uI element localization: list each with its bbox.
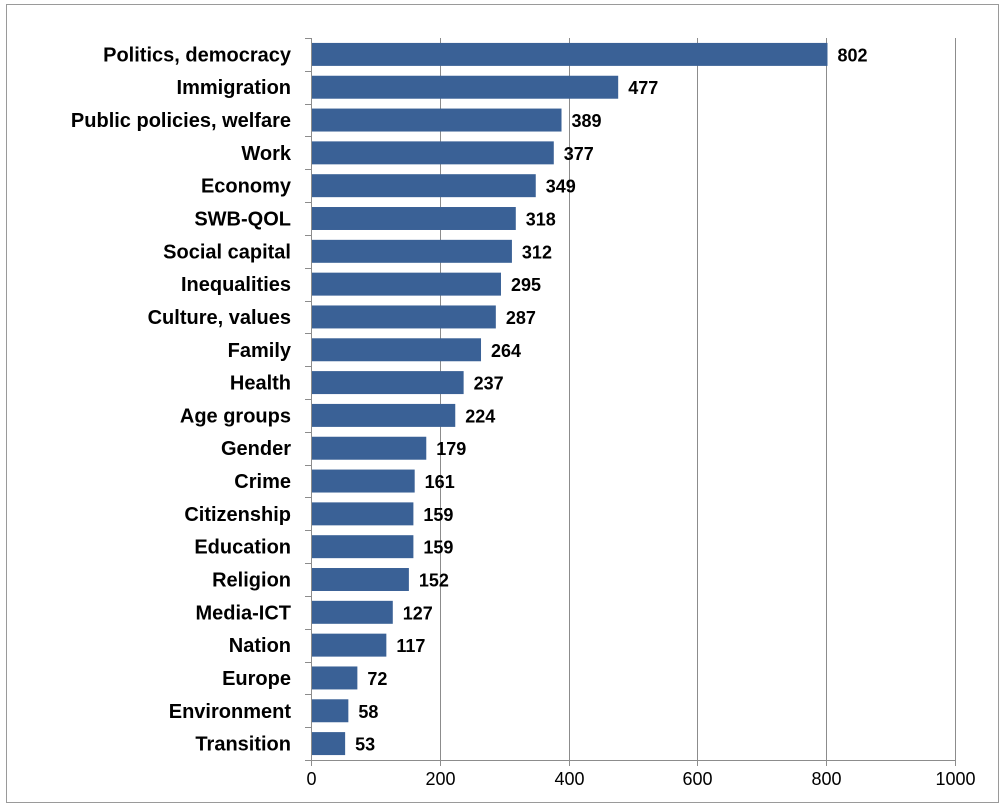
bar xyxy=(312,469,415,493)
bar xyxy=(312,568,409,591)
category-label: Nation xyxy=(229,635,291,657)
data-label: 802 xyxy=(837,45,867,65)
data-label: 224 xyxy=(465,406,495,426)
data-label: 159 xyxy=(423,538,453,558)
bar xyxy=(312,305,496,329)
bar xyxy=(312,699,349,723)
category-label: Transition xyxy=(195,734,291,756)
bar xyxy=(312,732,346,756)
data-labels: 802 477 389 377 349 318 312 295 287 264 237 224 179 1… xyxy=(355,45,867,754)
category-label: Politics, democracy xyxy=(103,44,292,66)
data-label: 318 xyxy=(526,210,556,230)
chart-frame xyxy=(6,4,999,803)
bar xyxy=(312,239,512,263)
bar xyxy=(312,535,414,559)
category-label: Media-ICT xyxy=(195,602,291,624)
category-label: Public policies, welfare xyxy=(71,110,291,132)
data-label: 117 xyxy=(396,636,425,656)
category-label: Europe xyxy=(222,668,291,690)
bar xyxy=(312,75,619,99)
category-labels: Politics, democracy Immigration Public pol… xyxy=(71,44,292,755)
category-label: Culture, values xyxy=(148,307,291,329)
category-label: Work xyxy=(241,143,292,165)
data-label: 58 xyxy=(358,702,378,722)
category-label: Immigration xyxy=(177,77,291,99)
category-label: Gender xyxy=(221,438,291,460)
category-label: Religion xyxy=(212,570,291,592)
bar xyxy=(312,600,393,624)
axes xyxy=(305,38,956,766)
data-label: 477 xyxy=(628,78,658,98)
data-label: 152 xyxy=(419,571,449,591)
bar xyxy=(312,666,358,690)
category-label: Inequalities xyxy=(181,274,291,296)
category-label: Health xyxy=(230,373,291,395)
x-tick-label: 200 xyxy=(425,769,455,789)
data-label: 312 xyxy=(522,242,552,262)
data-label: 179 xyxy=(436,439,466,459)
data-label: 295 xyxy=(511,275,541,295)
bar xyxy=(312,272,501,296)
data-label: 161 xyxy=(425,472,455,492)
data-label: 264 xyxy=(491,341,521,361)
bar xyxy=(312,338,482,362)
data-label: 237 xyxy=(474,374,504,394)
category-label: Crime xyxy=(234,471,291,493)
data-label: 127 xyxy=(403,603,433,623)
data-label: 53 xyxy=(355,735,375,755)
x-tick-label: 600 xyxy=(682,769,712,789)
bar xyxy=(312,502,414,526)
bar xyxy=(312,207,516,230)
x-tick-label: 400 xyxy=(554,769,584,789)
tick-labels: 0 200 400 600 800 1000 xyxy=(306,769,975,789)
bar xyxy=(312,633,387,657)
category-label: SWB-QOL xyxy=(194,209,291,231)
bars xyxy=(312,42,828,756)
data-label: 287 xyxy=(506,308,536,328)
category-label: Economy xyxy=(201,176,292,198)
category-label: Citizenship xyxy=(184,504,291,526)
category-label: Environment xyxy=(169,701,292,723)
data-label: 72 xyxy=(367,669,387,689)
category-label: Education xyxy=(194,537,291,559)
x-tick-label: 0 xyxy=(306,769,316,789)
category-label: Social capital xyxy=(163,241,291,263)
data-label: 377 xyxy=(564,144,594,164)
category-label: Age groups xyxy=(180,405,291,427)
data-label: 349 xyxy=(546,177,576,197)
data-label: 389 xyxy=(572,111,602,131)
x-tick-label: 800 xyxy=(811,769,841,789)
category-label: Family xyxy=(228,340,292,362)
bar xyxy=(312,108,562,132)
bar xyxy=(312,403,456,427)
x-tick-label: 1000 xyxy=(935,769,975,789)
bar xyxy=(312,436,427,460)
bar xyxy=(312,42,828,66)
data-label: 159 xyxy=(423,505,453,525)
bar xyxy=(312,371,464,395)
bar xyxy=(312,141,554,165)
bar xyxy=(312,174,536,198)
